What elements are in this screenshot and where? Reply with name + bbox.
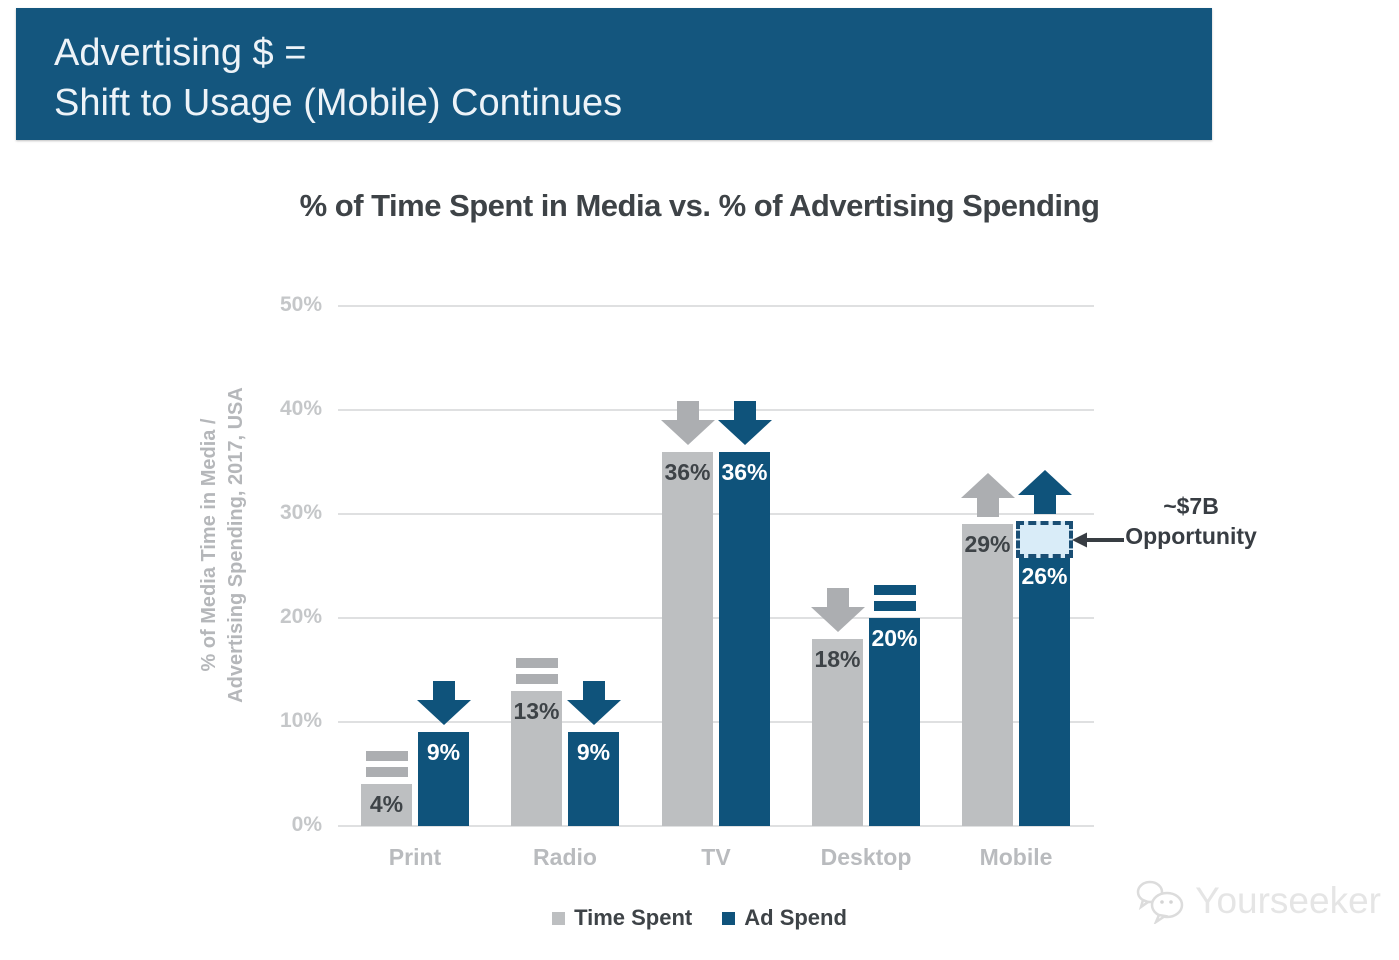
opportunity-value: ~$7B [1163, 493, 1219, 519]
x-category-print: Print [388, 844, 442, 870]
bar-value-radio-time-spent: 13% [513, 697, 560, 724]
y-axis-label-line1: % of Media Time in Media / [198, 418, 220, 672]
bar-value-desktop-ad-spend: 20% [871, 625, 918, 651]
y-tick-10%: 10% [279, 709, 322, 732]
equal-icon-desktop-ad-spend [873, 585, 916, 616]
y-tick-0%: 0% [291, 813, 322, 836]
slide-title-line1: Advertising $ = [54, 32, 307, 74]
bar-value-radio-ad-spend: 9% [576, 739, 611, 766]
legend-item-ad-spend: Ad Spend [722, 905, 847, 931]
x-category-radio: Radio [533, 844, 597, 870]
gridline-0% [338, 825, 1094, 827]
bar-value-tv-time-spent: 36% [664, 458, 711, 485]
gridline-20% [338, 617, 1094, 619]
bar-print-time-spent: 4% [361, 784, 412, 826]
equal-icon-radio-time-spent [515, 657, 558, 689]
bar-value-mobile-time-spent: 29% [964, 531, 1011, 558]
time-spent-swatch-icon [552, 911, 566, 925]
bar-value-print-time-spent: 4% [369, 791, 404, 818]
chart-legend: Time Spent Ad Spend [0, 905, 1399, 931]
equal-icon-print-time-spent [365, 751, 408, 782]
slide-title-banner: Advertising $ = Shift to Usage (Mobile) … [16, 8, 1212, 140]
bar-desktop-time-spent: 18% [812, 638, 863, 826]
legend-label-time-spent: Time Spent [574, 905, 693, 930]
y-tick-30%: 30% [279, 501, 322, 524]
bar-mobile-time-spent: 29% [962, 524, 1013, 826]
down-arrow-icon-print-ad-spend [416, 681, 471, 730]
bar-value-tv-ad-spend: 36% [721, 458, 768, 485]
x-category-tv: TV [701, 844, 731, 870]
up-arrow-icon-mobile-time-spent [960, 473, 1015, 522]
bar-value-print-ad-spend: 9% [426, 739, 461, 766]
watermark: Yourseeker [1135, 878, 1381, 924]
x-category-desktop: Desktop [820, 844, 912, 870]
bar-tv-time-spent: 36% [662, 451, 713, 826]
y-tick-50%: 50% [279, 293, 322, 316]
gridline-30% [338, 513, 1094, 515]
chat-bubbles-logo-icon [1136, 880, 1184, 924]
ad-spend-swatch-icon [722, 911, 736, 925]
x-category-mobile: Mobile [979, 844, 1053, 870]
gridline-10% [338, 721, 1094, 723]
down-arrow-icon-radio-ad-spend [566, 681, 621, 730]
bar-print-ad-spend: 9% [418, 732, 469, 826]
up-arrow-icon-mobile-ad-spend [1017, 470, 1072, 519]
legend-item-time-spent: Time Spent [552, 905, 692, 931]
down-arrow-icon-tv-time-spent [660, 400, 715, 450]
bar-radio-time-spent: 13% [511, 690, 562, 826]
bar-tv-ad-spend: 36% [719, 451, 770, 826]
down-arrow-icon-desktop-time-spent [810, 587, 865, 637]
opportunity-label: Opportunity [1125, 523, 1257, 549]
slide-title-line2: Shift to Usage (Mobile) Continues [54, 82, 623, 124]
opportunity-annotation: ~$7B Opportunity [1118, 491, 1264, 551]
y-tick-20%: 20% [279, 605, 322, 628]
opportunity-gap-box [1016, 521, 1073, 558]
bar-value-desktop-time-spent: 18% [814, 645, 861, 672]
bar-mobile-ad-spend: 26% [1019, 555, 1070, 826]
gridline-40% [338, 409, 1094, 411]
legend-label-ad-spend: Ad Spend [744, 905, 847, 930]
gridline-50% [338, 305, 1094, 307]
down-arrow-icon-tv-ad-spend [717, 400, 772, 450]
y-tick-40%: 40% [279, 397, 322, 420]
y-axis-label: % of Media Time in Media / Advertising S… [196, 387, 250, 703]
chart-title: % of Time Spent in Media vs. % of Advert… [299, 188, 1100, 223]
bar-desktop-ad-spend: 20% [869, 618, 920, 826]
bar-value-mobile-ad-spend: 26% [1021, 562, 1068, 589]
watermark-text: Yourseeker [1195, 880, 1381, 921]
y-axis-label-line2: Advertising Spending, 2017, USA [225, 387, 247, 703]
bar-radio-ad-spend: 9% [568, 732, 619, 826]
left-arrow-icon [1072, 532, 1124, 548]
